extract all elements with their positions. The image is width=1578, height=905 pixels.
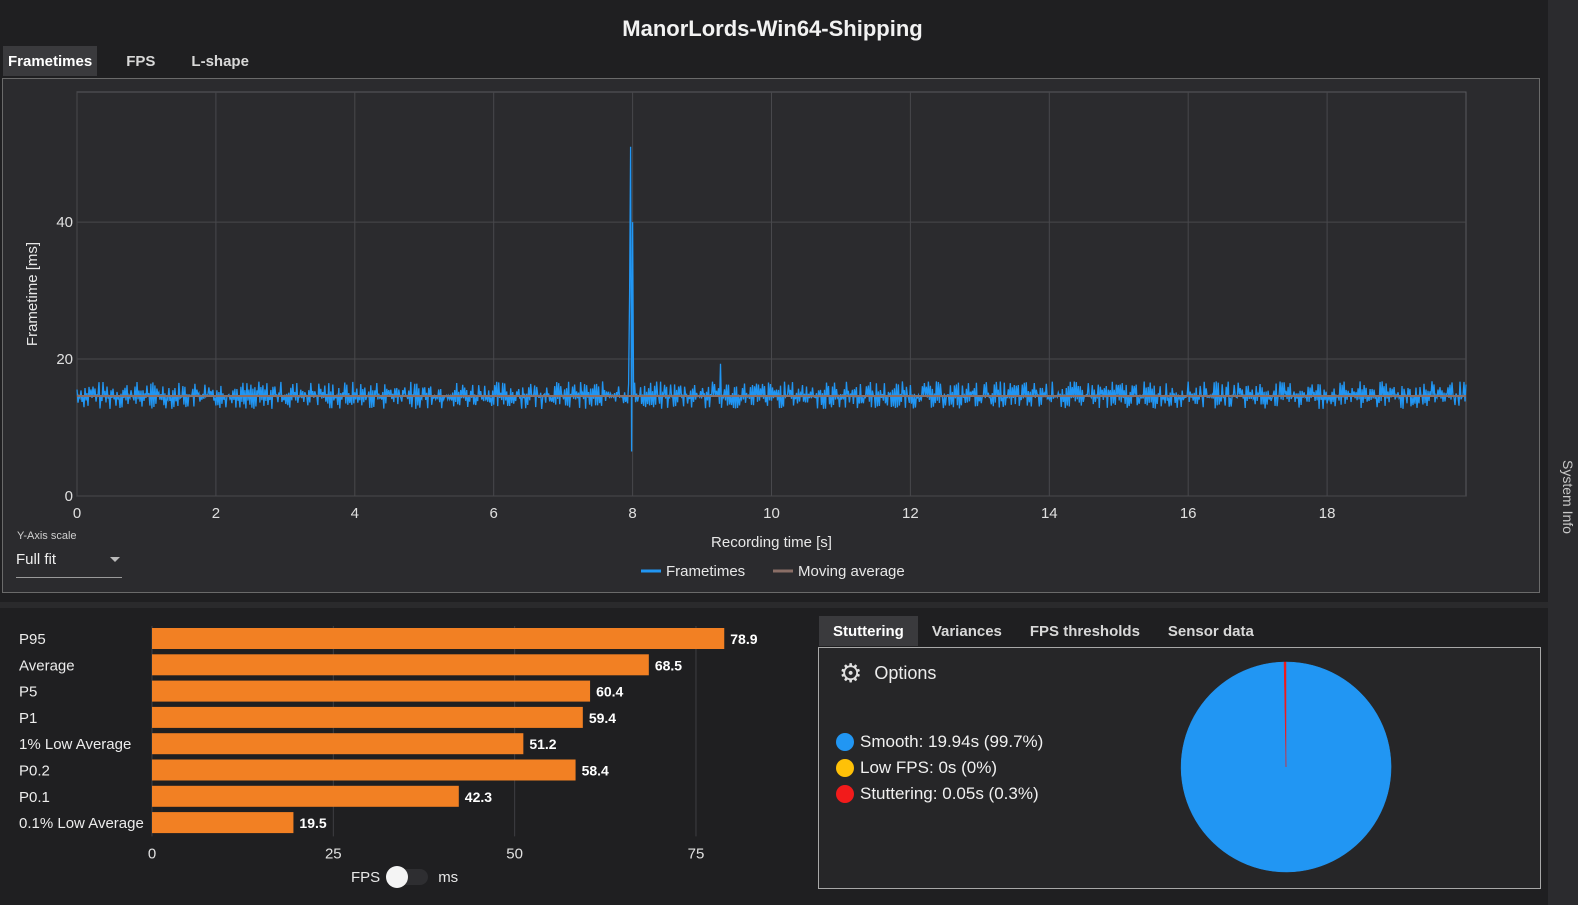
tab-l-shape[interactable]: L-shape bbox=[191, 53, 249, 70]
x-tick-label: 75 bbox=[688, 845, 705, 862]
bar-value-label: 78.9 bbox=[730, 631, 757, 647]
x-tick-label: 12 bbox=[902, 505, 919, 522]
stuttering-color-dot bbox=[836, 785, 854, 803]
x-tick-label: 14 bbox=[1041, 505, 1058, 522]
low-fps-value: 0s (0%) bbox=[938, 758, 998, 777]
x-tick-label: 16 bbox=[1180, 505, 1197, 522]
bar-category-label: P95 bbox=[19, 631, 46, 648]
toggle-fps-label: FPS bbox=[351, 868, 381, 886]
stuttering-label: Stuttering: bbox=[860, 784, 938, 803]
bar bbox=[152, 759, 576, 781]
bar-value-label: 42.3 bbox=[465, 789, 492, 805]
stuttering-pie-chart bbox=[1180, 661, 1392, 873]
panel-splitter[interactable] bbox=[0, 602, 1548, 608]
x-tick-label: 18 bbox=[1319, 505, 1336, 522]
x-tick-label: 8 bbox=[628, 505, 636, 522]
system-info-side-panel[interactable]: System Info bbox=[1548, 0, 1578, 905]
bar-value-label: 68.5 bbox=[655, 657, 682, 673]
smooth-color-dot bbox=[836, 733, 854, 751]
x-tick-label: 50 bbox=[506, 845, 523, 862]
low-fps-color-dot bbox=[836, 759, 854, 777]
x-axis-title: Recording time [s] bbox=[711, 534, 832, 551]
options-label: Options bbox=[874, 663, 937, 683]
legend-low-fps: Low FPS: 0s (0%) bbox=[836, 758, 997, 778]
bar-value-label: 59.4 bbox=[589, 710, 616, 726]
bar-category-label: P5 bbox=[19, 684, 37, 701]
tab-frametimes[interactable]: Frametimes bbox=[3, 46, 98, 76]
tab-fps-thresholds[interactable]: FPS thresholds bbox=[1029, 623, 1140, 640]
toggle-ms-label: ms bbox=[438, 868, 459, 886]
pie-slice-stuttering bbox=[1283, 661, 1287, 768]
x-tick-label: 10 bbox=[763, 505, 780, 522]
frametime-chart-panel: 0 2 4 6 8 10 12 14 16 18 0 20 40 Recording time [s] Fr… bbox=[2, 78, 1540, 593]
y-tick-label: 40 bbox=[56, 214, 73, 231]
y-tick-label: 0 bbox=[65, 488, 73, 505]
x-tick-label: 2 bbox=[212, 505, 220, 522]
chart-tabs: Frametimes FPS L-shape bbox=[3, 46, 280, 76]
bar-category-label: 1% Low Average bbox=[19, 736, 131, 753]
y-axis-scale-value: Full fit bbox=[16, 551, 57, 568]
fps-ms-toggle-row: FPS ms bbox=[351, 866, 458, 888]
y-axis-title: Frametime [ms] bbox=[24, 242, 41, 346]
tab-variances[interactable]: Variances bbox=[931, 623, 1002, 640]
bar bbox=[152, 812, 294, 834]
fps-ms-toggle[interactable] bbox=[386, 866, 429, 888]
tab-fps[interactable]: FPS bbox=[126, 53, 156, 70]
y-axis-scale-select[interactable]: Full fit bbox=[16, 549, 122, 578]
x-tick-label: 6 bbox=[490, 505, 498, 522]
legend-stuttering: Stuttering: 0.05s (0.3%) bbox=[836, 784, 1039, 804]
frametime-chart: 0 2 4 6 8 10 12 14 16 18 0 20 40 Recording time [s] Fr… bbox=[24, 91, 1467, 580]
stuttering-panel: ⚙ Options Smooth: 19.94s (99.7%) Low FPS… bbox=[818, 647, 1541, 889]
chevron-down-icon bbox=[110, 557, 120, 562]
y-axis-scale-label: Y-Axis scale bbox=[17, 530, 77, 542]
x-tick-label: 0 bbox=[73, 505, 81, 522]
system-info-label: System Info bbox=[1560, 460, 1576, 534]
smooth-label: Smooth: bbox=[860, 732, 924, 751]
window-title: ManorLords-Win64-Shipping bbox=[622, 16, 923, 41]
legend-frametimes-label: Frametimes bbox=[666, 563, 745, 580]
x-tick-label: 4 bbox=[351, 505, 359, 522]
bar-value-label: 19.5 bbox=[299, 815, 326, 831]
bar-value-label: 58.4 bbox=[582, 763, 609, 779]
y-tick-label: 20 bbox=[56, 351, 73, 368]
stuttering-value: 0.05s (0.3%) bbox=[942, 784, 1039, 803]
options-button[interactable]: ⚙ Options bbox=[839, 658, 936, 689]
bar bbox=[152, 733, 524, 755]
bar-category-label: 0.1% Low Average bbox=[19, 815, 144, 832]
bar-value-label: 60.4 bbox=[596, 684, 623, 700]
bar bbox=[152, 706, 583, 728]
bar bbox=[152, 680, 591, 702]
x-tick-label: 25 bbox=[325, 845, 342, 862]
legend-smooth: Smooth: 19.94s (99.7%) bbox=[836, 732, 1043, 752]
bar bbox=[152, 654, 649, 676]
bar-category-label: Average bbox=[19, 657, 75, 674]
smooth-value: 19.94s (99.7%) bbox=[928, 732, 1044, 751]
tab-sensor-data[interactable]: Sensor data bbox=[1167, 623, 1254, 640]
bar-category-label: P0.2 bbox=[19, 763, 50, 780]
bar bbox=[152, 628, 725, 649]
bar-category-label: P0.1 bbox=[19, 789, 50, 806]
bar bbox=[152, 785, 459, 807]
fps-bar-chart: 0 25 50 75 P95 78.9 Average 68.5 P5 60.4 P1 59.4 1% … bbox=[19, 626, 758, 862]
tab-stuttering[interactable]: Stuttering bbox=[819, 616, 918, 646]
low-fps-label: Low FPS: bbox=[860, 758, 934, 777]
analysis-tabs: Stuttering Variances FPS thresholds Sens… bbox=[819, 616, 1268, 646]
toggle-knob bbox=[386, 866, 409, 888]
bar-value-label: 51.2 bbox=[529, 736, 556, 752]
bar-category-label: P1 bbox=[19, 710, 37, 727]
legend-moving-average-label: Moving average bbox=[798, 563, 905, 580]
x-tick-label: 0 bbox=[148, 845, 156, 862]
gear-icon: ⚙ bbox=[839, 658, 863, 688]
